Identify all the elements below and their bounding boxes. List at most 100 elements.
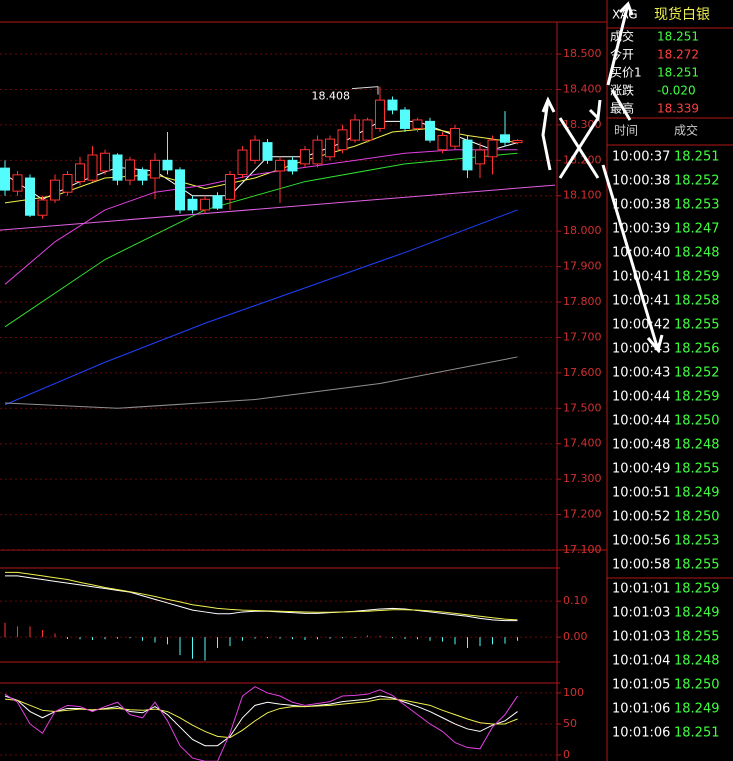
y-tick-label: 18.500 (563, 47, 602, 60)
y-tick-label: 18.400 (563, 82, 602, 95)
trade-time: 10:00:52 (612, 510, 670, 525)
trade-time: 10:00:51 (612, 486, 670, 501)
trade-price: 18.250 (674, 510, 720, 525)
trade-price: 18.252 (674, 366, 720, 381)
annotation-leader (351, 86, 379, 95)
candle-body (350, 119, 360, 141)
trade-time: 10:00:39 (612, 222, 670, 237)
candle-body (125, 159, 135, 181)
panel (0, 571, 557, 661)
arrow (541, 96, 556, 113)
candle-body (225, 173, 235, 200)
candle-body (387, 99, 398, 111)
candle-body (312, 139, 323, 165)
quote-value: -0.020 (657, 84, 696, 98)
trade-price: 18.253 (674, 534, 720, 549)
y-tick-label: 18.000 (563, 224, 602, 237)
panel: 18.408 (0, 53, 557, 550)
trade-price: 18.249 (674, 486, 720, 501)
candle-body (187, 198, 198, 211)
plots: 18.40818.50018.40018.30018.20018.10018.0… (0, 47, 602, 761)
quote-label: 涨跌 (610, 83, 634, 98)
candle-body (300, 149, 310, 165)
y-tick-label: 18.100 (563, 189, 602, 202)
candle-body (75, 163, 85, 183)
candle-body (100, 152, 110, 172)
trade-time: 10:00:43 (612, 342, 670, 357)
candle-body (375, 99, 385, 129)
y-tick-label: 17.100 (563, 543, 602, 556)
trade-price: 18.248 (674, 654, 720, 669)
candle-body (112, 154, 123, 181)
y-tick-label: 100 (563, 686, 584, 699)
trade-price: 18.250 (674, 414, 720, 429)
candle-body (212, 195, 223, 209)
trade-time: 10:00:49 (612, 462, 670, 477)
y-tick-label: 17.600 (563, 366, 602, 379)
indicator-line (4, 698, 518, 739)
trade-time: 10:00:43 (612, 366, 670, 381)
trade-time: 10:01:01 (612, 582, 670, 597)
candle-body (150, 159, 160, 179)
indicator-line (4, 149, 518, 285)
candle-body (162, 159, 173, 171)
quote-value: 18.339 (657, 102, 699, 116)
trade-price: 18.256 (674, 342, 720, 357)
indicator-line (5, 571, 518, 621)
trade-time: 10:00:58 (612, 558, 670, 573)
candle-body (62, 173, 73, 193)
candle-body (200, 198, 210, 211)
arrow (558, 117, 600, 179)
trade-time: 10:00:48 (612, 438, 670, 453)
candle-body (487, 139, 498, 158)
candle-body (362, 119, 373, 141)
trade-price: 18.259 (674, 270, 720, 285)
trade-time: 10:01:04 (612, 654, 670, 669)
quote-value: 18.251 (657, 30, 699, 44)
candle-body (425, 120, 435, 141)
indicator-line (4, 152, 518, 328)
indicator-line (4, 209, 518, 406)
trade-time: 10:00:40 (612, 246, 670, 261)
quote-label: 成交 (610, 29, 634, 44)
indicator-line (4, 356, 518, 409)
column-header: 成交 (674, 123, 698, 138)
candle-body (37, 199, 48, 216)
y-tick-label: 17.900 (563, 260, 602, 273)
candle-body (25, 177, 35, 216)
arrow (610, 89, 632, 121)
trade-time: 10:01:03 (612, 606, 670, 621)
candle-body (175, 169, 185, 211)
candle-body (50, 179, 60, 201)
trade-price: 18.248 (674, 246, 720, 261)
candle-body (500, 134, 510, 143)
trade-price: 18.251 (674, 150, 720, 165)
candle-body (250, 139, 260, 161)
candle-body (262, 142, 273, 161)
trade-price: 18.249 (674, 702, 720, 717)
candle-body (0, 167, 10, 191)
trade-time: 10:01:06 (612, 726, 670, 741)
y-tick-label: 0 (563, 748, 570, 761)
quote-value: 18.272 (657, 48, 699, 62)
trade-price: 18.259 (674, 582, 720, 597)
candle-body (462, 139, 473, 171)
y-tick-label: 0.00 (563, 630, 588, 643)
arrow (541, 99, 552, 171)
trade-time: 10:01:06 (612, 702, 670, 717)
trade-price: 18.255 (674, 462, 720, 477)
quote-value: 18.251 (657, 66, 699, 80)
candle-body (337, 129, 348, 151)
trade-price: 18.258 (674, 294, 720, 309)
trade-price: 18.253 (674, 198, 720, 213)
y-tick-label: 17.500 (563, 401, 602, 414)
trade-time: 10:00:44 (612, 390, 670, 405)
trade-time: 10:00:37 (612, 150, 670, 165)
panel (0, 686, 557, 761)
candle-body (475, 149, 485, 165)
trade-time: 10:01:03 (612, 630, 670, 645)
candle-body (450, 127, 460, 147)
trade-price: 18.247 (674, 222, 720, 237)
symbol-name: 现货白银 (654, 6, 710, 23)
